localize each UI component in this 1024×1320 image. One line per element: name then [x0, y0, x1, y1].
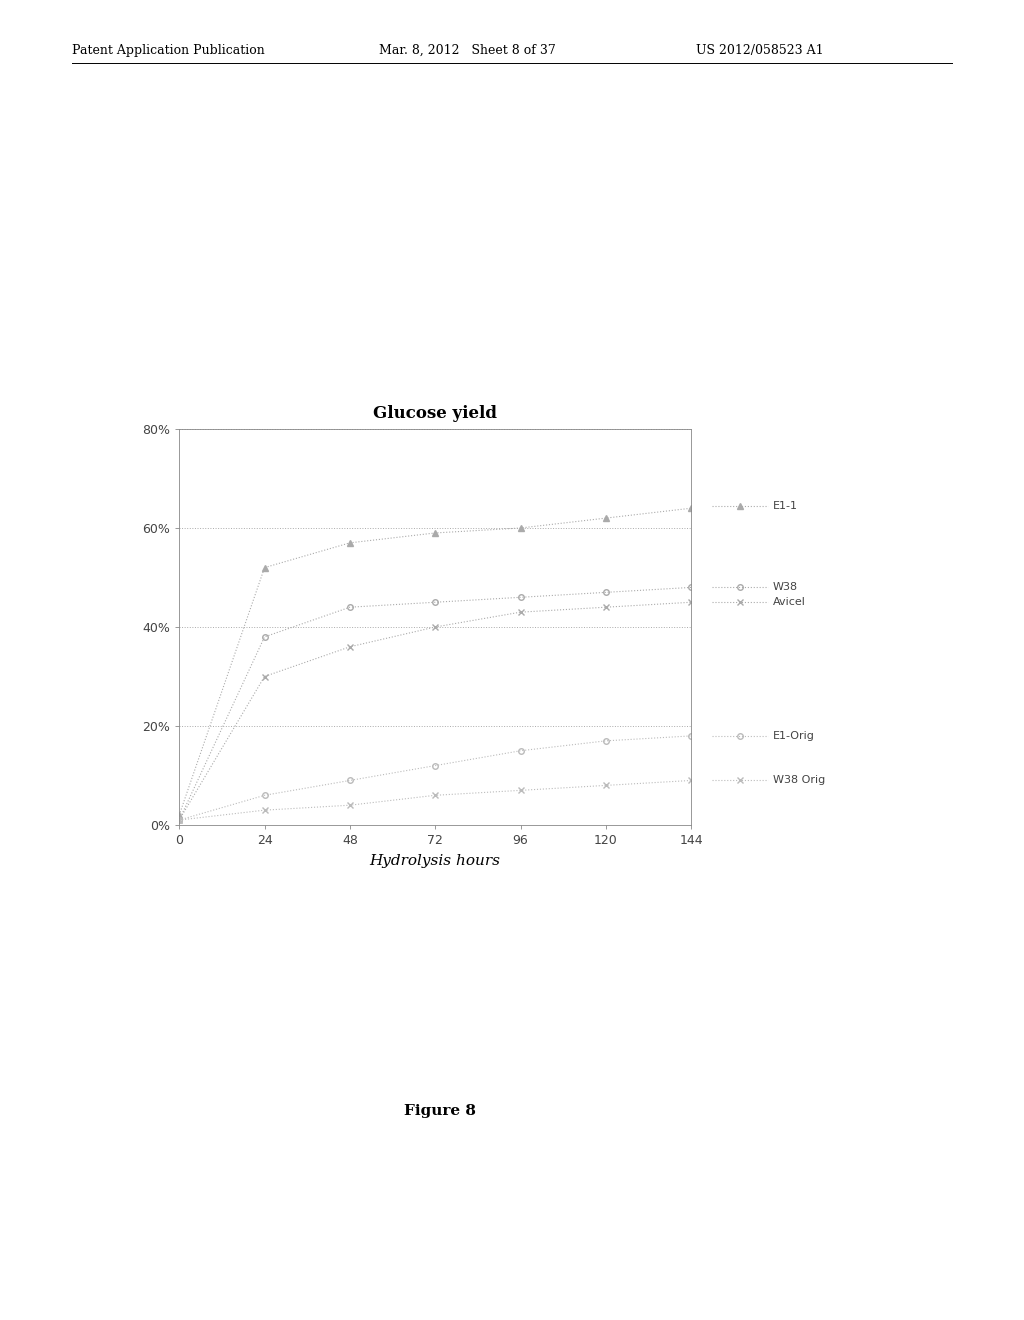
Text: Figure 8: Figure 8 — [404, 1105, 476, 1118]
Text: W38: W38 — [773, 582, 799, 593]
Title: Glucose yield: Glucose yield — [373, 405, 498, 422]
X-axis label: Hydrolysis hours: Hydrolysis hours — [370, 854, 501, 869]
Text: Mar. 8, 2012   Sheet 8 of 37: Mar. 8, 2012 Sheet 8 of 37 — [379, 44, 556, 57]
Text: E1-Orig: E1-Orig — [773, 731, 815, 741]
Text: US 2012/058523 A1: US 2012/058523 A1 — [696, 44, 824, 57]
Text: E1-1: E1-1 — [773, 500, 798, 511]
Text: Patent Application Publication: Patent Application Publication — [72, 44, 264, 57]
Text: W38 Orig: W38 Orig — [773, 775, 825, 785]
Text: Avicel: Avicel — [773, 597, 806, 607]
